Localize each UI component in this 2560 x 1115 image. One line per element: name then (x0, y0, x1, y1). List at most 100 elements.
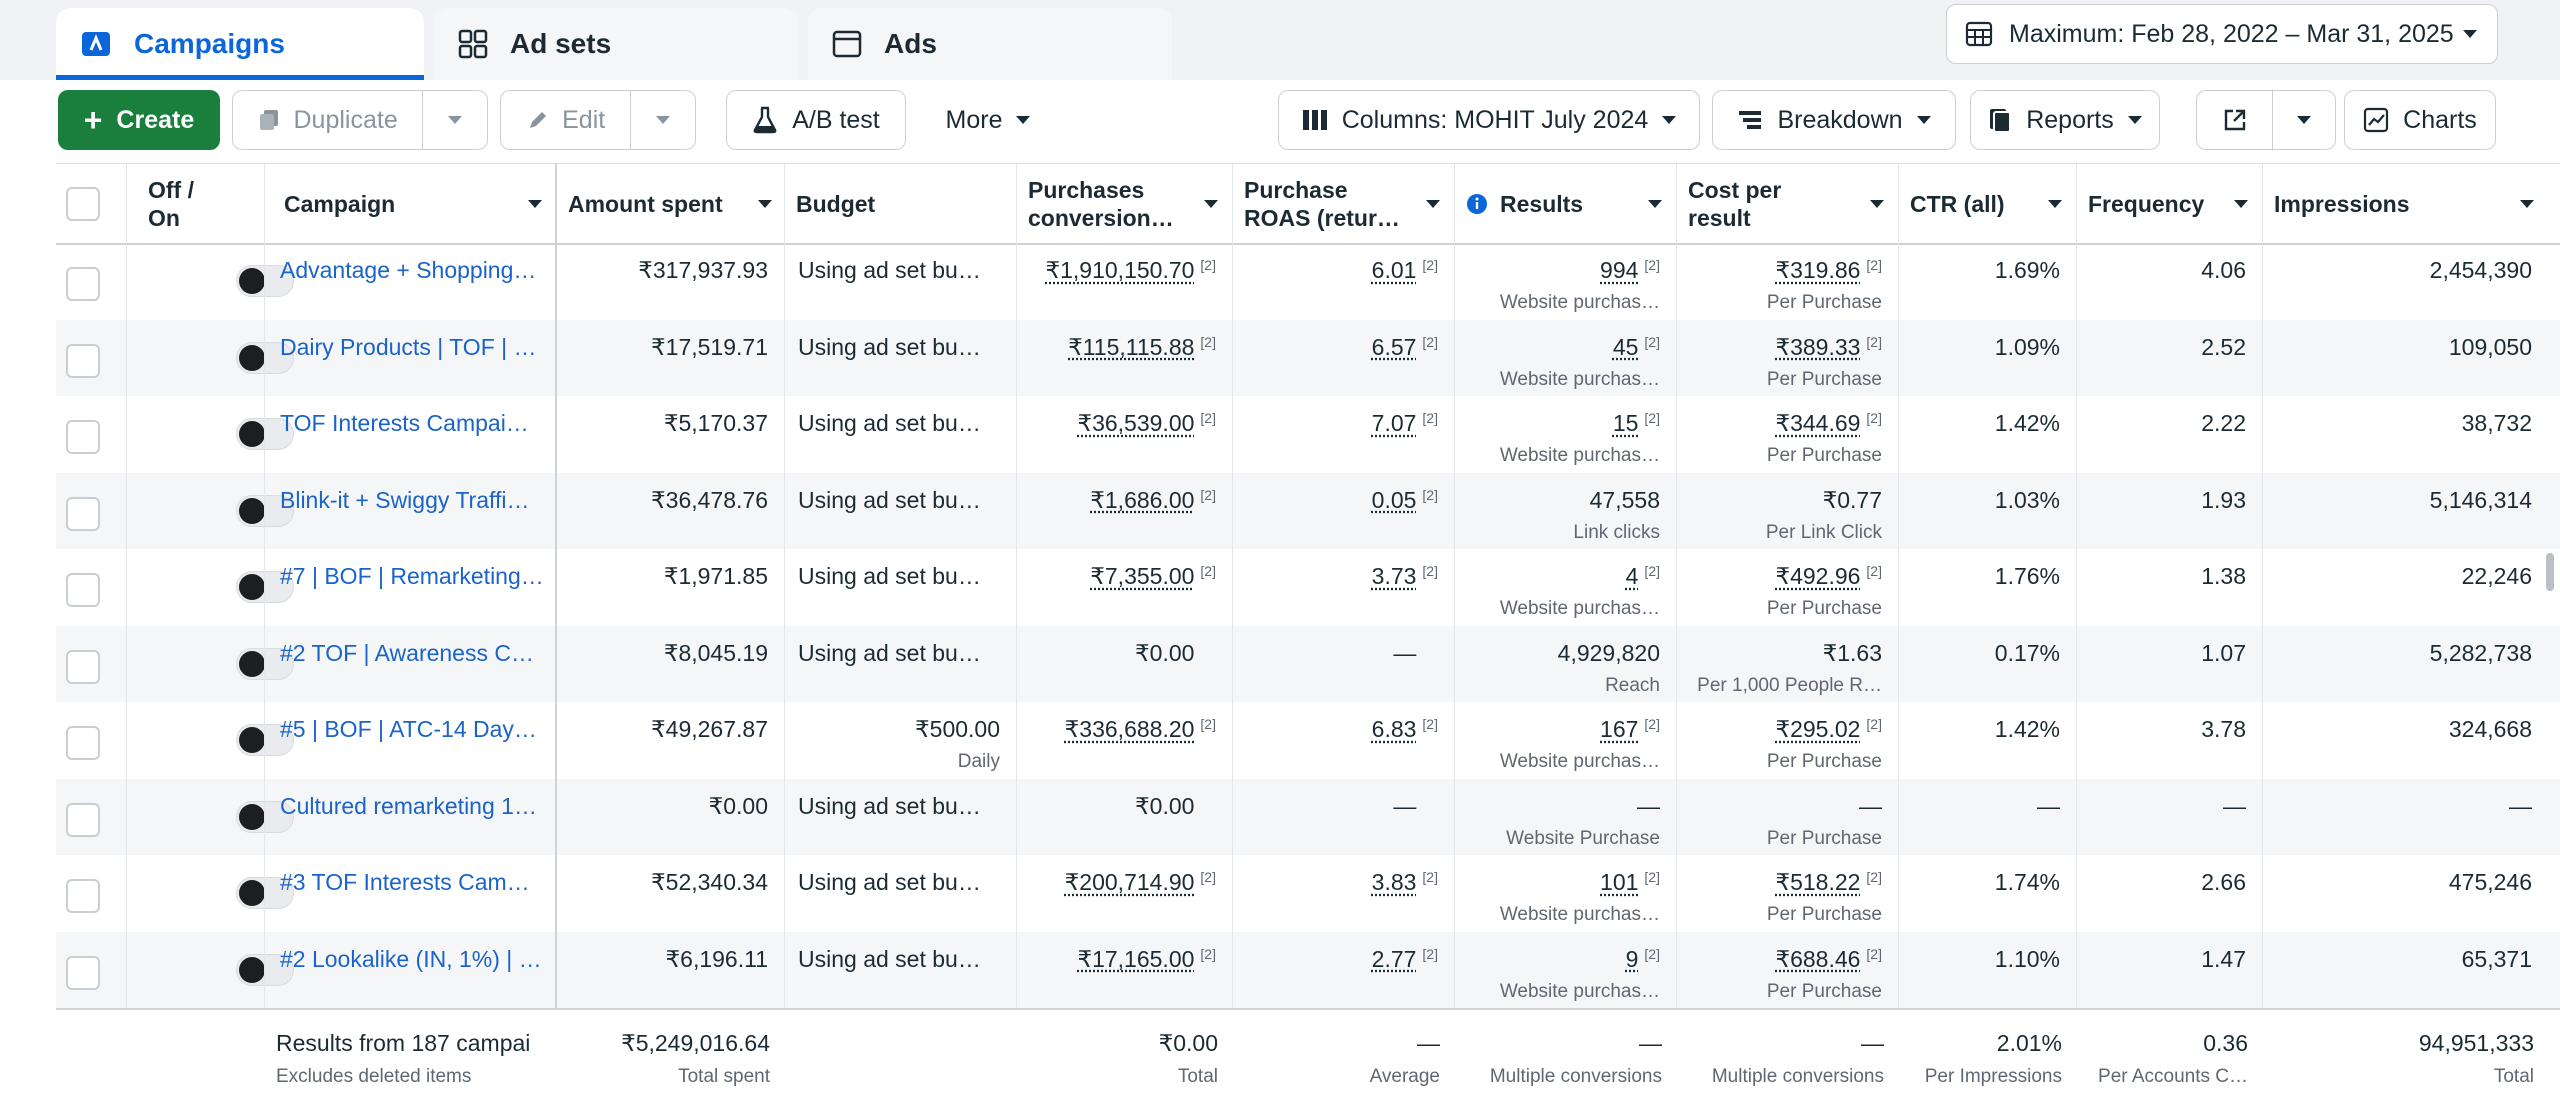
roas-value[interactable]: 6.83 (1371, 716, 1417, 742)
more-button[interactable]: More (928, 90, 1048, 150)
roas-value[interactable]: 7.07 (1371, 410, 1417, 436)
campaign-on-off-toggle[interactable] (236, 647, 294, 680)
table-row[interactable]: Advantage + Shopping… ₹317,937.93 Using ad… (56, 243, 2560, 319)
campaign-name-link[interactable]: #5 | BOF | ATC-14 Day… (280, 716, 537, 742)
tab-ad-sets[interactable]: Ad sets (434, 8, 798, 80)
header-campaign[interactable]: Campaign (264, 164, 556, 244)
create-button[interactable]: + Create (58, 90, 220, 150)
results-value[interactable]: 45 (1612, 333, 1639, 360)
header-budget[interactable]: Budget (784, 164, 1016, 244)
header-cost-per-result[interactable]: Cost per result (1676, 164, 1898, 244)
select-all-checkbox[interactable] (66, 187, 100, 221)
row-checkbox[interactable] (66, 802, 100, 837)
campaign-name-link[interactable]: #2 Lookalike (IN, 1%) | … (280, 945, 542, 972)
roas-value[interactable]: 6.01 (1371, 257, 1417, 283)
tab-ads[interactable]: Ads (808, 8, 1172, 80)
roas-value[interactable]: 6.57 (1371, 333, 1417, 360)
cost-per-result-value[interactable]: ₹688.46 (1775, 945, 1861, 972)
purchases-value[interactable]: ₹115,115.88 (1068, 333, 1195, 360)
header-ctr[interactable]: CTR (all) (1898, 164, 2076, 244)
duplicate-menu-button[interactable] (423, 91, 487, 149)
row-checkbox[interactable] (66, 420, 100, 454)
results-value[interactable]: 4 (1625, 563, 1639, 589)
export-button[interactable] (2197, 91, 2272, 149)
results-value[interactable]: 9 (1625, 945, 1639, 972)
table-row[interactable]: #5 | BOF | ATC-14 Day… ₹49,267.87 ₹500.00 D… (56, 702, 2560, 778)
header-amount-spent[interactable]: Amount spent (556, 164, 784, 244)
tab-campaigns[interactable]: Campaigns (56, 8, 424, 80)
date-range-picker[interactable]: Maximum: Feb 28, 2022 – Mar 31, 2025 (1946, 4, 2498, 64)
purchases-value[interactable]: ₹1,910,150.70 (1045, 257, 1195, 283)
results-value[interactable]: 101 (1600, 869, 1639, 895)
campaign-name-link[interactable]: Advantage + Shopping… (280, 257, 537, 283)
campaign-name-link[interactable]: Blink-it + Swiggy Traffi… (280, 486, 530, 513)
roas-value[interactable]: 3.83 (1371, 869, 1417, 895)
header-purchase-roas[interactable]: Purchase ROAS (retur… (1232, 164, 1454, 244)
cost-per-result-value[interactable]: ₹492.96 (1775, 563, 1861, 589)
cost-per-result-value[interactable]: ₹319.86 (1775, 257, 1861, 283)
campaign-name-link[interactable]: #7 | BOF | Remarketing… (280, 563, 544, 589)
cost-per-result-value[interactable]: ₹518.22 (1775, 869, 1861, 895)
campaign-on-off-toggle[interactable] (236, 265, 294, 297)
campaign-on-off-toggle[interactable] (236, 341, 294, 374)
header-results[interactable]: Results (1454, 164, 1676, 244)
row-checkbox[interactable] (66, 496, 100, 531)
results-value[interactable]: 167 (1600, 716, 1639, 742)
roas-value[interactable]: 0.05 (1371, 486, 1417, 513)
cost-per-result-value[interactable]: ₹389.33 (1775, 333, 1861, 360)
row-checkbox[interactable] (66, 343, 100, 378)
purchases-value[interactable]: ₹1,686.00 (1090, 486, 1195, 513)
header-frequency[interactable]: Frequency (2076, 164, 2262, 244)
roas-value[interactable]: 2.77 (1371, 945, 1417, 972)
edit-button[interactable]: Edit (501, 91, 630, 149)
cost-per-result-value[interactable]: ₹295.02 (1775, 716, 1861, 742)
campaign-name-link[interactable]: #2 TOF | Awareness C… (280, 639, 534, 666)
row-checkbox[interactable] (66, 879, 100, 913)
campaign-on-off-toggle[interactable] (236, 418, 294, 450)
row-checkbox[interactable] (66, 573, 100, 607)
duplicate-button[interactable]: Duplicate (233, 91, 422, 149)
table-row[interactable]: Dairy Products | TOF | … ₹17,519.71 Using … (56, 319, 2560, 396)
roas-value[interactable]: 3.73 (1371, 563, 1417, 589)
vertical-scrollbar-thumb[interactable] (2546, 553, 2554, 591)
table-row[interactable]: #3 TOF Interests Cam… ₹52,340.34 Using ad … (56, 855, 2560, 931)
charts-button[interactable]: Charts (2344, 90, 2496, 150)
purchases-value[interactable]: ₹336,688.20 (1064, 716, 1195, 742)
ab-test-button[interactable]: A/B test (726, 90, 906, 150)
campaign-name-link[interactable]: Dairy Products | TOF | … (280, 333, 537, 360)
info-icon (1466, 193, 1488, 215)
table-row[interactable]: #7 | BOF | Remarketing… ₹1,971.85 Using ad… (56, 549, 2560, 625)
edit-menu-button[interactable] (631, 91, 695, 149)
cost-per-result-value[interactable]: ₹344.69 (1775, 410, 1861, 436)
purchases-value[interactable]: ₹200,714.90 (1064, 869, 1195, 895)
purchases-value[interactable]: ₹36,539.00 (1077, 410, 1195, 436)
breakdown-button[interactable]: Breakdown (1712, 90, 1956, 150)
row-checkbox[interactable] (66, 267, 100, 301)
results-value[interactable]: 15 (1612, 410, 1639, 436)
header-purchases-conversion[interactable]: Purchases conversion… (1016, 164, 1232, 244)
row-checkbox[interactable] (66, 649, 100, 684)
reports-button[interactable]: Reports (1970, 90, 2160, 150)
export-menu-button[interactable] (2273, 91, 2335, 149)
campaign-on-off-toggle[interactable] (236, 877, 294, 909)
purchases-value[interactable]: ₹17,165.00 (1077, 945, 1195, 972)
campaign-on-off-toggle[interactable] (236, 571, 294, 603)
campaign-on-off-toggle[interactable] (236, 800, 294, 833)
table-row[interactable]: TOF Interests Campai… ₹5,170.37 Using ad s… (56, 396, 2560, 472)
campaign-name-link[interactable]: TOF Interests Campai… (280, 410, 529, 436)
table-row[interactable]: #2 TOF | Awareness C… ₹8,045.19 Using ad s… (56, 625, 2560, 702)
table-row[interactable]: #2 Lookalike (IN, 1%) | … ₹6,196.11 Using … (56, 931, 2560, 1008)
purchases-value[interactable]: ₹7,355.00 (1090, 563, 1195, 589)
campaign-name-link[interactable]: #3 TOF Interests Cam… (280, 869, 530, 895)
campaign-on-off-toggle[interactable] (236, 724, 294, 756)
columns-button[interactable]: Columns: MOHIT July 2024 (1278, 90, 1700, 150)
campaign-on-off-toggle[interactable] (236, 494, 294, 527)
row-checkbox[interactable] (66, 726, 100, 760)
campaign-name-link[interactable]: Cultured remarketing 1… (280, 792, 537, 819)
header-impressions[interactable]: Impressions (2262, 164, 2548, 244)
table-row[interactable]: Cultured remarketing 1… ₹0.00 Using ad set… (56, 778, 2560, 855)
table-row[interactable]: Blink-it + Swiggy Traffi… ₹36,478.76 Using… (56, 472, 2560, 549)
campaign-on-off-toggle[interactable] (236, 953, 294, 986)
results-value[interactable]: 994 (1600, 257, 1639, 283)
row-checkbox[interactable] (66, 955, 100, 990)
